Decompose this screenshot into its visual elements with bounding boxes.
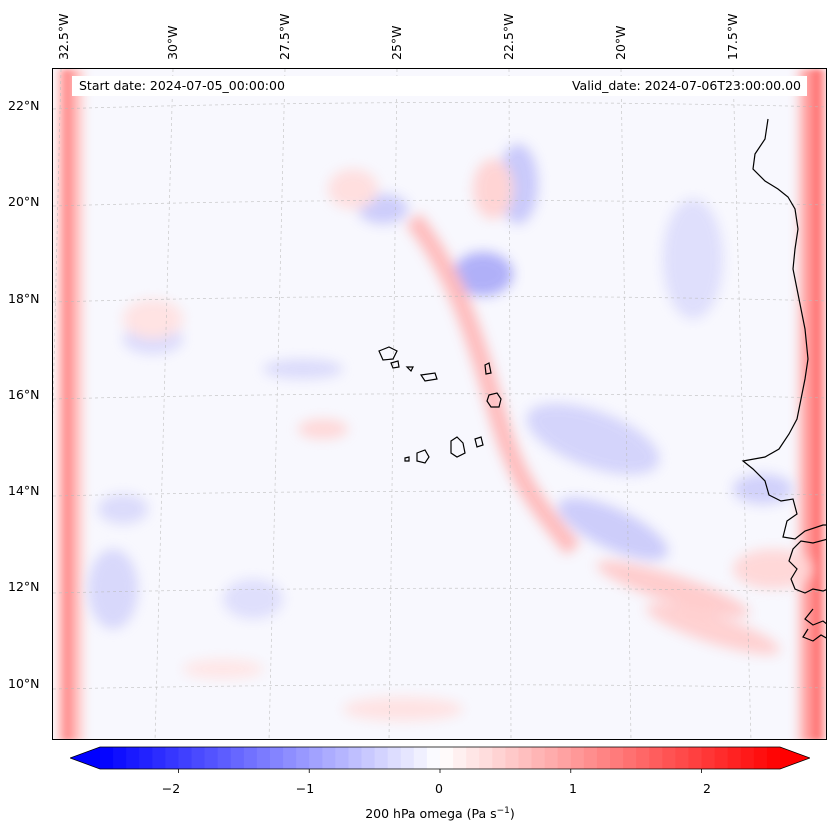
colorbar-tick-neg2: −2 <box>161 781 181 796</box>
map-panel <box>52 68 827 740</box>
colorbar-outline <box>70 746 810 770</box>
colorbar-extend-max <box>780 747 810 769</box>
colorbar-segment <box>243 747 258 769</box>
colorbar-segment <box>688 747 703 769</box>
lon-label-22-5w: 22.5°W <box>501 13 516 60</box>
colorbar-segment <box>479 747 493 769</box>
colorbar-segment <box>113 747 127 769</box>
colorbar-segment <box>139 747 153 769</box>
colorbar-segment <box>296 747 310 769</box>
colorbar-segment <box>753 747 768 769</box>
omega-field-map <box>53 69 826 739</box>
colorbar-segment <box>100 747 114 769</box>
colorbar-segment <box>714 747 729 769</box>
colorbar-segment <box>165 747 180 769</box>
colorbar-segment <box>270 747 284 769</box>
colorbar-segment <box>283 747 297 769</box>
colorbar-segment <box>152 747 166 769</box>
colorbar-segment <box>610 747 624 769</box>
coastlines <box>378 118 826 642</box>
colorbar-segment <box>636 747 650 769</box>
colorbar-segments <box>70 747 810 769</box>
colorbar-segment <box>426 747 441 769</box>
colorbar-segment <box>531 747 546 769</box>
lon-label-17-5w: 17.5°W <box>725 13 740 60</box>
colorbar-segment <box>466 747 480 769</box>
lon-label-27-5w: 27.5°W <box>277 13 292 60</box>
colorbar-segment <box>649 747 663 769</box>
colorbar-segment <box>361 747 376 769</box>
lon-label-25w: 25°W <box>389 25 404 60</box>
start-date-label: Start date: 2024-07-05_00:00:00 <box>79 78 285 93</box>
colorbar-segment <box>400 747 415 769</box>
colorbar-segment <box>204 747 219 769</box>
lat-label-22n: 22°N <box>8 98 40 113</box>
colorbar-segment <box>322 747 336 769</box>
colorbar-segment <box>126 747 140 769</box>
date-info-bar <box>72 76 807 96</box>
colorbar-tick-0: 0 <box>435 781 443 796</box>
lat-label-18n: 18°N <box>8 291 40 306</box>
colorbar-segment <box>230 747 245 769</box>
colorbar-segment <box>623 747 637 769</box>
cape-verde-islands <box>378 346 398 361</box>
colorbar-segment <box>596 747 611 769</box>
colorbar-label: 200 hPa omega (Pa s−1) <box>0 806 837 821</box>
gridlines <box>53 69 826 739</box>
colorbar-segment <box>727 747 742 769</box>
lat-label-16n: 16°N <box>8 387 40 402</box>
colorbar-segment <box>348 747 363 769</box>
colorbar-extend-min <box>70 747 100 769</box>
valid-date-label: Valid_date: 2024-07-06T23:00:00.00 <box>571 78 801 93</box>
colorbar-segment <box>217 747 232 769</box>
lon-label-32-5w: 32.5°W <box>56 13 71 60</box>
lat-label-14n: 14°N <box>8 483 40 498</box>
colorbar-segment <box>583 747 598 769</box>
africa-coastline <box>741 118 826 540</box>
colorbar-tick-2: 2 <box>703 781 711 796</box>
colorbar-segment <box>413 747 428 769</box>
lat-label-20n: 20°N <box>8 194 40 209</box>
colorbar-segment <box>518 747 533 769</box>
lat-label-10n: 10°N <box>8 676 40 691</box>
lat-label-12n: 12°N <box>8 579 40 594</box>
colorbar-segment <box>505 747 520 769</box>
colorbar-tick-1: 1 <box>569 781 577 796</box>
colorbar-label-end: ) <box>509 806 515 822</box>
colorbar-tick-neg1: −1 <box>295 781 315 796</box>
colorbar-tick-marks <box>178 769 702 773</box>
colorbar-segment <box>766 747 781 769</box>
colorbar-segment <box>335 747 350 769</box>
colorbar <box>70 746 810 773</box>
colorbar-segment <box>440 747 454 769</box>
colorbar-segment <box>191 747 206 769</box>
colorbar-segment <box>701 747 716 769</box>
colorbar-segment <box>570 747 585 769</box>
colorbar-segment <box>492 747 506 769</box>
lon-label-20w: 20°W <box>613 25 628 60</box>
colorbar-segment <box>544 747 559 769</box>
colorbar-segment <box>557 747 572 769</box>
colorbar-segment <box>453 747 467 769</box>
colorbar-segment <box>309 747 323 769</box>
colorbar-segment <box>740 747 755 769</box>
colorbar-segment <box>675 747 690 769</box>
colorbar-segment <box>387 747 402 769</box>
colorbar-segment <box>662 747 676 769</box>
colorbar-label-exponent: −1 <box>496 806 510 816</box>
colorbar-segment <box>256 747 271 769</box>
lon-label-30w: 30°W <box>165 25 180 60</box>
colorbar-segment <box>178 747 193 769</box>
colorbar-segment <box>374 747 389 769</box>
colorbar-label-text: 200 hPa omega (Pa s <box>365 806 497 822</box>
omega-shading <box>53 69 826 739</box>
